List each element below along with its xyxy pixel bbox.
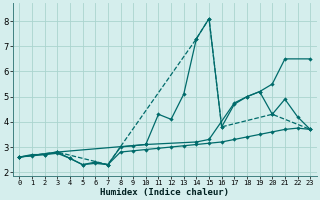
- X-axis label: Humidex (Indice chaleur): Humidex (Indice chaleur): [100, 188, 229, 197]
